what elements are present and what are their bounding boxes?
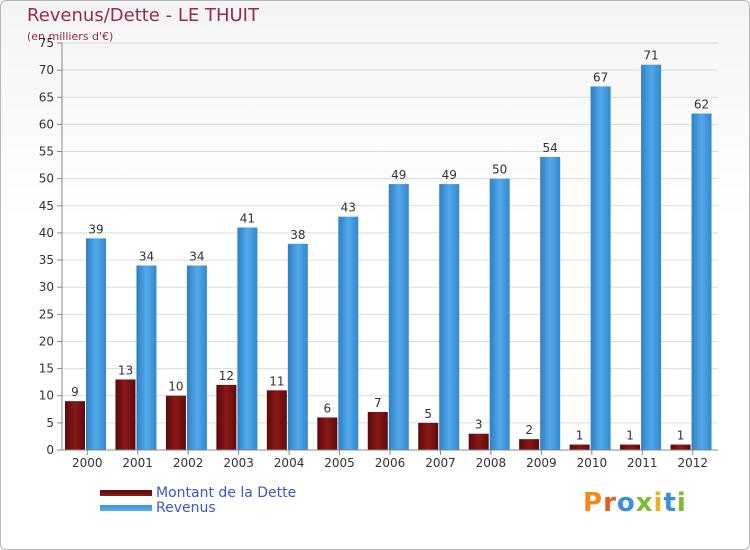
legend-revenue-swatch: [100, 505, 152, 511]
x-tick-label: 2004: [274, 456, 305, 470]
x-tick-label: 2002: [173, 456, 204, 470]
revenue-value-label: 71: [643, 49, 658, 63]
bar-chart: 9391334103412411138643749549350254167171…: [39, 36, 718, 470]
revenue-bar: [287, 243, 308, 450]
y-tick-label: 70: [39, 63, 54, 77]
revenue-value-label: 38: [290, 228, 305, 242]
debt-value-label: 9: [71, 385, 79, 399]
y-tick-label: 65: [39, 90, 54, 104]
x-tick-label: 2001: [122, 456, 153, 470]
revenue-bar: [86, 238, 106, 450]
debt-value-label: 1: [626, 429, 634, 443]
y-tick-label: 35: [39, 253, 54, 267]
revenue-value-label: 62: [694, 98, 709, 112]
debt-value-label: 13: [118, 363, 133, 377]
chart-subtitle: (en milliers d'€): [27, 30, 114, 43]
y-tick-label: 60: [39, 117, 54, 131]
y-tick-label: 50: [39, 172, 54, 186]
revenue-value-label: 34: [189, 249, 204, 263]
debt-bar: [115, 379, 136, 450]
debt-value-label: 7: [374, 396, 382, 410]
revenue-bar: [388, 184, 409, 451]
y-tick-label: 10: [39, 389, 54, 403]
debt-bar: [367, 412, 388, 450]
revenue-value-label: 49: [391, 168, 406, 182]
y-tick-label: 30: [39, 280, 54, 294]
x-tick-label: 2007: [425, 456, 456, 470]
y-tick-label: 0: [46, 443, 54, 457]
y-tick-label: 40: [39, 226, 54, 240]
revenue-value-label: 43: [341, 201, 356, 215]
debt-value-label: 6: [323, 401, 331, 415]
x-tick-label: 2012: [677, 456, 708, 470]
y-tick-label: 25: [39, 307, 54, 321]
revenue-bar: [338, 216, 359, 450]
debt-bar: [317, 417, 338, 450]
revenue-bar: [641, 64, 662, 450]
debt-bar: [216, 384, 237, 450]
x-tick-label: 2003: [223, 456, 254, 470]
debt-bar: [569, 444, 590, 450]
debt-bar: [165, 395, 186, 450]
revenue-value-label: 41: [240, 212, 255, 226]
y-tick-label: 5: [46, 416, 54, 430]
debt-bar: [670, 444, 691, 450]
debt-bar: [266, 390, 287, 450]
debt-value-label: 10: [168, 380, 183, 394]
debt-value-label: 1: [576, 429, 584, 443]
debt-value-label: 2: [525, 423, 533, 437]
x-tick-label: 2010: [577, 456, 608, 470]
revenue-bar: [540, 156, 561, 450]
y-tick-label: 15: [39, 362, 54, 376]
legend-debt-label: Montant de la Dette: [156, 485, 297, 501]
revenue-value-label: 49: [442, 168, 457, 182]
chart-title: Revenus/Dette - LE THUIT: [27, 5, 259, 26]
debt-bar: [519, 439, 540, 450]
x-tick-label: 2011: [627, 456, 658, 470]
debt-bar: [468, 433, 489, 450]
revenue-value-label: 34: [139, 249, 154, 263]
x-tick-label: 2000: [72, 456, 103, 470]
revenue-value-label: 39: [88, 222, 103, 236]
x-tick-label: 2006: [375, 456, 406, 470]
legend-debt-swatch: [100, 490, 152, 496]
y-tick-label: 20: [39, 334, 54, 348]
debt-bar: [65, 401, 85, 450]
y-tick-label: 45: [39, 199, 54, 213]
revenue-bar: [186, 265, 207, 450]
debt-bar: [418, 422, 439, 450]
x-tick-label: 2009: [526, 456, 557, 470]
debt-bar: [620, 444, 641, 450]
revenue-value-label: 67: [593, 70, 608, 84]
revenue-bar: [439, 184, 460, 451]
revenue-bar: [691, 113, 712, 451]
revenue-bar: [590, 86, 611, 450]
revenue-bar: [489, 178, 510, 450]
debt-value-label: 3: [475, 418, 483, 432]
proxiti-logo: Proxiti: [583, 488, 687, 518]
legend-revenue-label: Revenus: [156, 500, 216, 516]
revenue-bar: [237, 227, 258, 450]
x-tick-label: 2005: [324, 456, 355, 470]
debt-value-label: 12: [219, 369, 234, 383]
debt-value-label: 5: [424, 407, 432, 421]
revenue-value-label: 54: [543, 141, 558, 155]
y-tick-label: 75: [39, 36, 54, 50]
debt-value-label: 1: [677, 429, 685, 443]
revenue-value-label: 50: [492, 163, 507, 177]
revenue-bar: [136, 265, 157, 450]
x-tick-label: 2008: [476, 456, 507, 470]
debt-value-label: 11: [269, 374, 284, 388]
y-tick-label: 55: [39, 145, 54, 159]
